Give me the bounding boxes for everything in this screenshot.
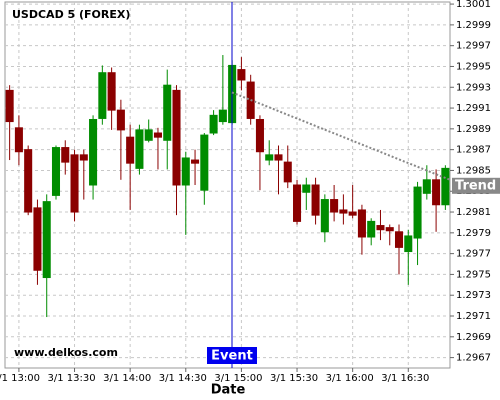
x-tick-label: 3/1 14:30	[159, 373, 207, 384]
candle-body	[385, 227, 394, 232]
candle-body	[200, 134, 209, 191]
x-tick-label: 3/1 16:30	[381, 373, 429, 384]
candle-body	[70, 154, 79, 213]
candle-body	[14, 127, 23, 153]
y-tick-label: 1.2989	[456, 124, 491, 135]
event-label: Event	[211, 349, 253, 364]
candle-body	[5, 89, 14, 123]
y-tick-label: 1.2981	[456, 207, 491, 218]
trend-line	[231, 91, 451, 181]
x-tick-label: 3/1 15:30	[270, 373, 318, 384]
candle-body	[218, 109, 227, 123]
event-label-box	[207, 347, 257, 364]
x-axis-label: Date	[211, 383, 246, 398]
candle-body	[293, 184, 302, 222]
candle-body	[191, 159, 200, 164]
x-tick-label: 3/1 14:00	[103, 373, 151, 384]
x-tick-label: 3/1 15:00	[214, 373, 262, 384]
candle-body	[330, 199, 339, 213]
candle-body	[42, 201, 51, 279]
candle-body	[33, 207, 42, 271]
candle-body	[357, 209, 366, 238]
candle-body	[24, 149, 33, 213]
y-tick-label: 1.2969	[456, 332, 491, 343]
candle-body	[274, 154, 283, 161]
plot-area	[4, 1, 451, 369]
candle-body	[413, 186, 422, 239]
candle-body	[255, 118, 264, 153]
candle-body	[51, 147, 61, 196]
candle-body	[209, 114, 218, 134]
candle-body	[394, 231, 404, 248]
candle-body	[98, 72, 107, 119]
candle-body	[432, 179, 441, 206]
candle-body	[311, 184, 320, 216]
watermark: www.delkos.com	[14, 346, 118, 359]
chart-title: USDCAD 5 (FOREX)	[12, 8, 130, 21]
candle-body	[135, 129, 144, 169]
candle-body	[153, 132, 162, 138]
candle-body	[283, 161, 292, 183]
y-tick-label: 1.2999	[456, 20, 491, 31]
candle-body	[61, 147, 70, 163]
candle-body	[79, 154, 88, 161]
y-tick-label: 1.2995	[456, 61, 491, 72]
candle-body	[107, 72, 116, 111]
candle-body	[348, 211, 357, 216]
y-tick-label: 1.2985	[456, 165, 491, 176]
y-tick-label: 1.2967	[456, 353, 491, 364]
candle-body	[126, 136, 135, 164]
candle-body	[172, 89, 181, 186]
candle-body	[404, 235, 413, 253]
y-tick-label: 1.2991	[456, 103, 491, 114]
candle-body	[376, 225, 385, 231]
candle-body	[116, 109, 125, 131]
y-tick-label: 1.2987	[456, 145, 491, 156]
candle-body	[320, 199, 329, 233]
x-tick-label: 3/1 16:00	[326, 373, 374, 384]
y-tick-label: 1.2971	[456, 311, 491, 322]
candle-body	[265, 154, 274, 161]
candle-body	[144, 129, 153, 141]
x-tick-label: 3/1 13:00	[0, 373, 40, 384]
candle-body	[181, 157, 190, 186]
candle-body	[422, 179, 431, 194]
candle-body	[441, 167, 450, 206]
candle-body	[302, 184, 311, 193]
y-tick-label: 1.2997	[456, 41, 491, 52]
y-tick-label: 1.2973	[456, 290, 491, 301]
candle-body	[89, 118, 98, 186]
y-tick-label: 1.2993	[456, 82, 491, 93]
candle-body	[367, 220, 376, 238]
y-tick-label: 1.2979	[456, 228, 491, 239]
trend-label: Trend	[455, 178, 496, 193]
candles	[5, 55, 450, 318]
y-tick-label: 1.2975	[456, 269, 491, 280]
y-tick-label: 1.3001	[456, 0, 491, 10]
candle-body	[163, 84, 172, 141]
trend-label-box	[452, 177, 500, 194]
candle-body	[339, 209, 348, 214]
candle-body	[237, 69, 246, 81]
y-tick-label: 1.2977	[456, 249, 491, 260]
x-tick-label: 3/1 13:30	[47, 373, 95, 384]
